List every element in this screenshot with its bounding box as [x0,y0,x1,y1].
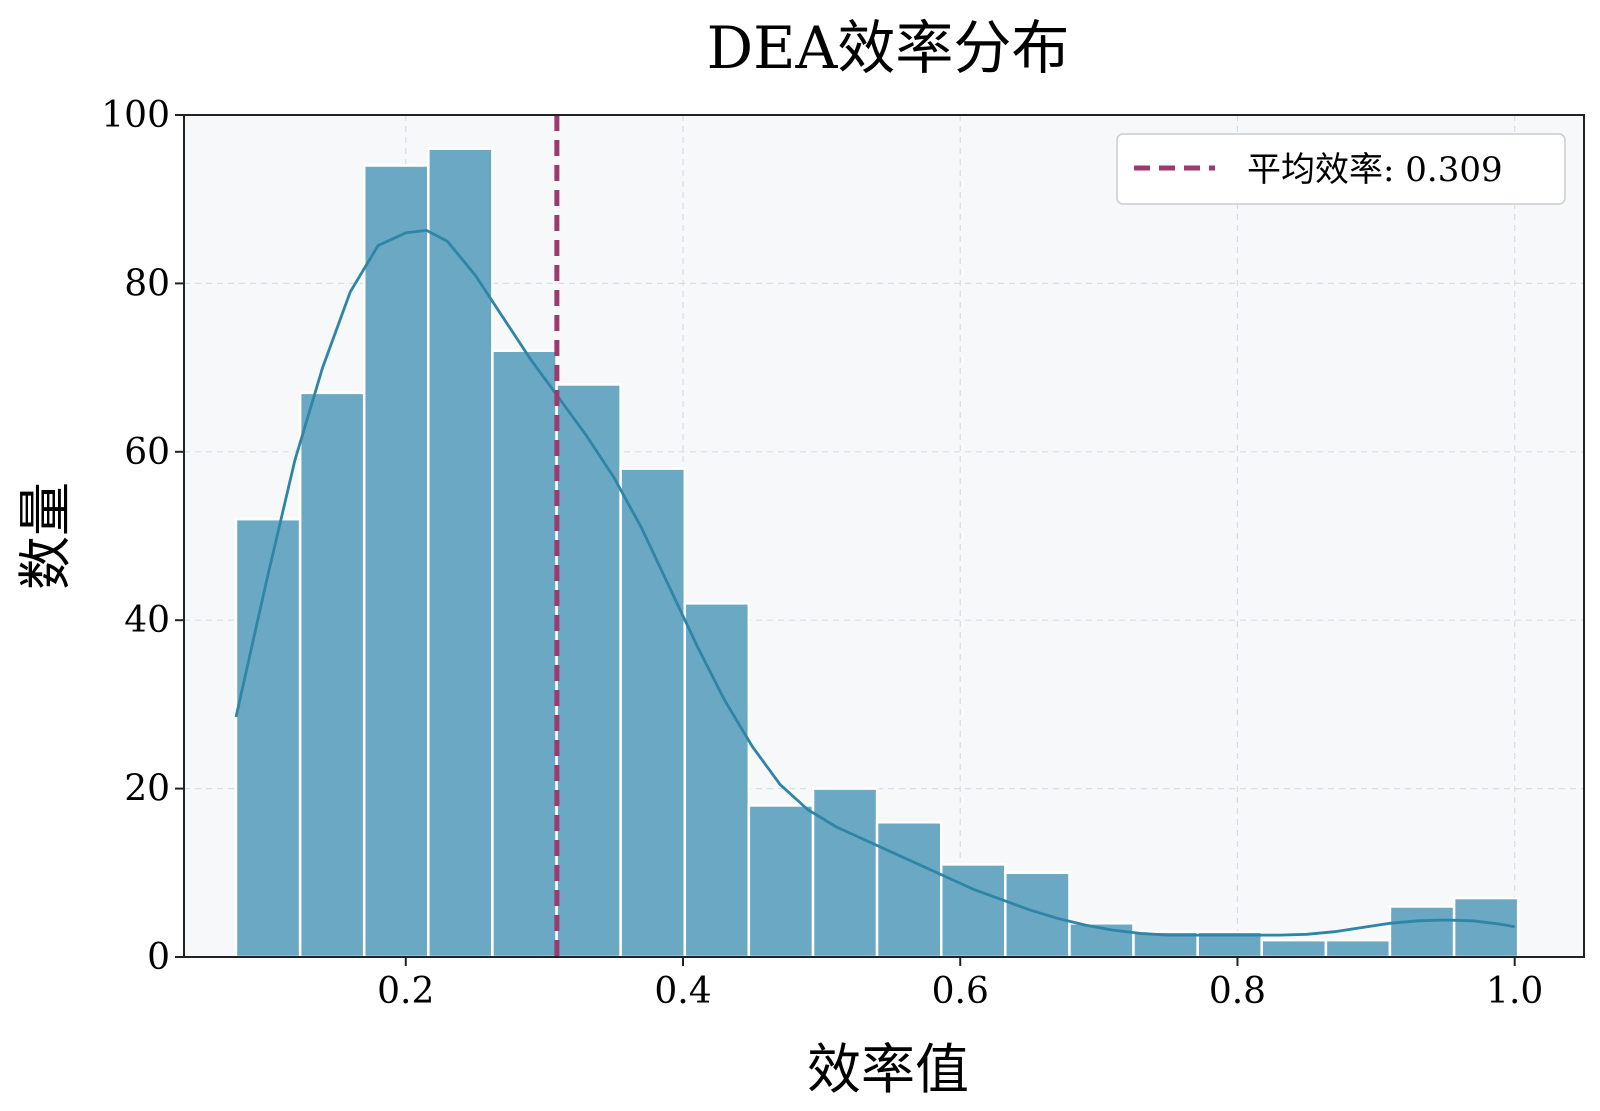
y-tick-label: 40 [124,600,170,641]
histogram-bar [683,602,751,959]
x-tick-label: 1.0 [1486,971,1543,1012]
histogram-bar [427,147,494,959]
histogram-bar [1004,871,1071,959]
y-axis-ticks: 0 20 40 60 80 100 [101,95,184,978]
histogram-bar [1452,896,1520,959]
histogram-bar [234,517,302,959]
x-axis-title: 效率值 [807,1038,969,1101]
x-tick-label: 0.6 [932,971,989,1012]
y-tick-label: 60 [124,432,170,473]
histogram-bar [298,391,366,959]
kde-curve [234,228,1515,937]
x-tick-label: 0.2 [377,971,434,1012]
x-tick-label: 0.8 [1209,971,1266,1012]
histogram-bar [1388,905,1456,959]
histogram-bar [811,787,879,959]
legend: 平均效率: 0.309 [1116,133,1566,205]
x-tick-label: 0.4 [654,971,711,1012]
histogram-bar [1324,938,1392,959]
histogram-bar [1260,938,1328,959]
histogram-bar [491,349,558,959]
y-tick-label: 100 [101,95,170,136]
histogram-bars [234,147,1520,959]
legend-box [1116,133,1566,205]
y-tick-label: 20 [124,769,170,810]
x-axis-ticks: 0.2 0.4 0.6 0.8 1.0 [377,957,1543,1012]
legend-mean-label: 平均效率: 0.309 [1247,150,1503,190]
plot-frame [183,114,1585,958]
y-tick-label: 0 [147,937,170,978]
y-tick-label: 80 [124,263,170,304]
histogram-bar [362,164,430,959]
y-axis-title: 数量 [14,482,77,590]
histogram-bar [555,383,622,959]
histogram-bar [875,821,943,959]
histogram-bar [619,467,687,959]
histogram-bar [747,804,815,959]
chart-title: DEA效率分布 [707,14,1070,82]
